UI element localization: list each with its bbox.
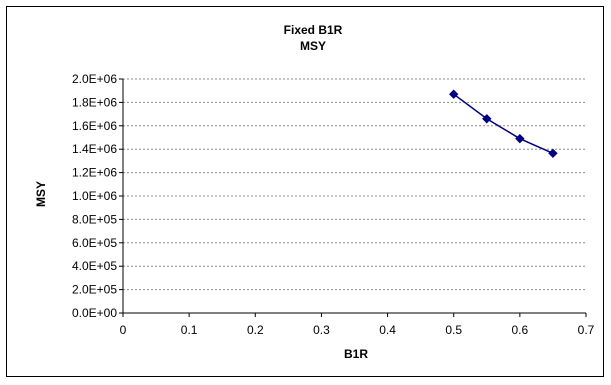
chart-frame [6, 6, 604, 377]
x-tick-label: 0.6 [512, 323, 529, 337]
y-tick-label: 6.0E+05 [72, 236, 117, 250]
y-tick-label: 2.0E+05 [72, 283, 117, 297]
data-point-marker [449, 89, 459, 99]
x-tick-label: 0.3 [313, 323, 330, 337]
tick-labels: 0.0E+00 2.0E+05 4.0E+05 6.0E+05 8.0E+05 1.0E+… [72, 72, 595, 337]
x-tick-label: 0 [120, 323, 127, 337]
x-tick-label: 0.2 [247, 323, 264, 337]
y-axis-title: MSY [34, 181, 48, 207]
x-tick-label: 0.5 [445, 323, 462, 337]
x-tick-label: 0.4 [379, 323, 396, 337]
x-tick-label: 0.7 [578, 323, 595, 337]
y-tick-label: 1.0E+06 [72, 189, 117, 203]
chart-title-line-1: Fixed B1R [284, 23, 343, 37]
data-series [449, 89, 558, 159]
gridlines [123, 78, 586, 291]
y-tick-label: 1.8E+06 [72, 95, 117, 109]
x-tick-label: 0.1 [181, 323, 198, 337]
data-point-marker [515, 133, 525, 144]
y-tick-label: 4.0E+05 [72, 259, 117, 273]
data-point-marker [482, 114, 492, 124]
y-tick-label: 8.0E+05 [72, 212, 117, 226]
y-tick-label: 1.6E+06 [72, 119, 117, 133]
y-tick-label: 1.2E+06 [72, 166, 117, 180]
y-tick-label: 0.0E+00 [72, 306, 117, 320]
y-tick-label: 1.4E+06 [72, 142, 117, 156]
chart-title-line-2: MSY [300, 39, 326, 53]
data-point-marker [548, 148, 558, 159]
y-tick-label: 2.0E+06 [72, 72, 117, 86]
series-line [453, 93, 554, 154]
x-axis-title: B1R [344, 347, 368, 361]
axes [119, 78, 587, 317]
